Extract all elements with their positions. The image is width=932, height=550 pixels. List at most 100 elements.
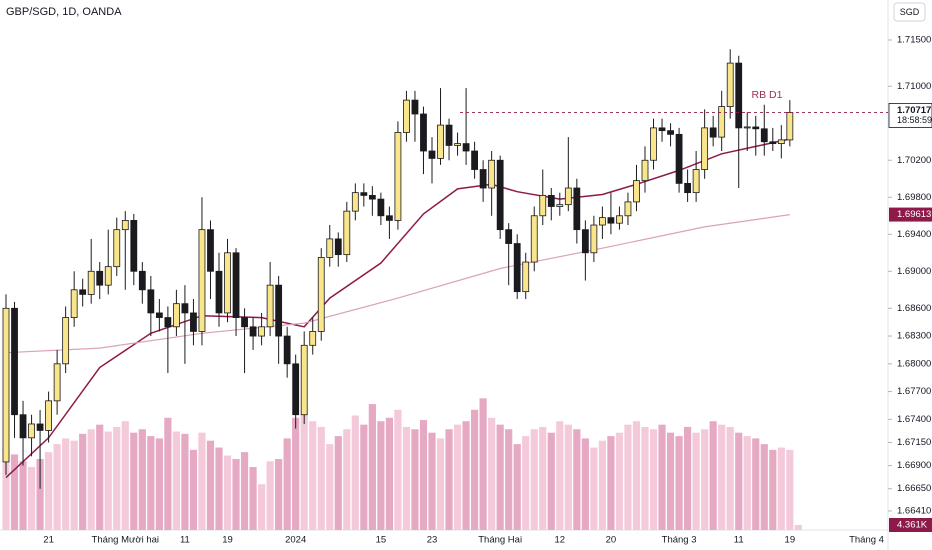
ma-value-box — [889, 207, 932, 222]
x-tick-label: 12 — [555, 535, 566, 546]
candle-body — [556, 204, 564, 207]
candle-body — [351, 192, 359, 212]
volume-bar — [155, 438, 163, 530]
x-tick-label: 2024 — [285, 535, 306, 546]
volume-bar — [564, 424, 572, 530]
candle-body — [309, 331, 317, 346]
candle-body — [283, 335, 291, 365]
x-tick-label: 19 — [785, 535, 796, 546]
volume-bar — [87, 429, 95, 530]
volume-bar — [752, 438, 760, 530]
volume-bar — [411, 429, 419, 530]
candle-body — [249, 326, 257, 337]
volume-bar — [701, 429, 709, 530]
chart-title: GBP/SGD, 1D, OANDA — [6, 6, 122, 18]
volume-bar — [769, 449, 777, 530]
currency-button[interactable] — [893, 2, 926, 22]
candle-body — [658, 127, 666, 132]
volume-bar — [206, 440, 215, 530]
candle-body — [462, 143, 470, 152]
candle-body — [752, 126, 760, 130]
volume-bar — [215, 447, 223, 530]
volume-bar — [760, 444, 768, 530]
volume-bar — [326, 444, 334, 530]
volume-bar — [445, 429, 453, 530]
candle-body — [317, 257, 325, 332]
candle-body — [334, 238, 342, 256]
candle-body — [505, 229, 513, 244]
volume-bar — [479, 398, 487, 530]
volume-bar — [471, 409, 479, 530]
volume-bar — [624, 424, 632, 530]
volume-bar — [684, 426, 692, 530]
candle-body — [667, 130, 674, 135]
volume-bar — [453, 424, 462, 530]
candle-body — [147, 289, 155, 314]
volume-bar — [394, 409, 402, 530]
candle-body — [633, 180, 640, 203]
volume-bar — [45, 452, 53, 530]
volume-bar — [590, 447, 598, 530]
volume-bar — [402, 426, 411, 530]
volume-bar — [675, 436, 683, 530]
volume-bar — [198, 432, 206, 530]
y-tick-label: 1.67400 — [897, 414, 931, 425]
candle-layer — [2, 49, 794, 489]
volume-bar — [70, 440, 78, 530]
candle-body — [624, 201, 632, 217]
volume-bar — [266, 461, 274, 530]
candle-body — [692, 169, 700, 194]
volume-bar — [147, 436, 155, 530]
x-tick-label: 19 — [222, 535, 233, 546]
candle-body — [743, 126, 751, 129]
volume-bar — [522, 436, 530, 530]
candle-body — [718, 106, 726, 138]
candle-body — [292, 363, 300, 416]
volume-bar — [104, 431, 112, 530]
y-tick-label: 1.71500 — [897, 34, 931, 45]
candle-body — [155, 312, 163, 318]
volume-bar — [19, 461, 27, 530]
candle-body — [786, 112, 794, 141]
volume-bar — [189, 449, 198, 530]
candle-body — [130, 220, 138, 272]
candle-body — [96, 270, 104, 286]
candle-body — [403, 99, 410, 133]
volume-bar — [181, 433, 189, 530]
volume-bar — [658, 424, 666, 530]
volume-bar — [240, 452, 249, 530]
volume-bar — [666, 432, 675, 530]
candle-body — [207, 229, 214, 272]
moving-average-line — [5, 214, 790, 354]
y-tick-label: 1.68000 — [897, 358, 931, 369]
volume-bar — [436, 438, 445, 530]
volume-bar — [530, 429, 538, 530]
volume-bar — [96, 424, 104, 530]
y-tick-label: 1.69000 — [897, 266, 931, 277]
volume-bar — [649, 429, 658, 530]
candle-body — [258, 326, 266, 337]
candle-body — [616, 215, 623, 224]
candle-body — [266, 284, 274, 328]
candle-body — [275, 284, 283, 337]
currency-label[interactable]: SGD — [900, 7, 920, 17]
volume-bar — [10, 454, 19, 530]
candle-body — [428, 150, 436, 159]
volume-bar — [223, 455, 232, 530]
candle-body — [701, 127, 709, 170]
volume-bar — [794, 525, 802, 530]
volume-bar — [300, 409, 308, 530]
volume-bar — [113, 426, 121, 530]
volume-bar — [607, 436, 615, 530]
y-tick-label: 1.68300 — [897, 331, 931, 342]
volume-bar — [130, 432, 138, 530]
candle-body — [224, 252, 231, 314]
candle-body — [411, 99, 419, 115]
candle-body — [394, 132, 402, 221]
candle-body — [11, 307, 18, 416]
volume-bar — [547, 432, 555, 530]
candle-body — [760, 128, 768, 143]
volume-bar — [2, 449, 10, 530]
volume-bar — [598, 440, 606, 530]
volume-bar — [488, 417, 496, 530]
